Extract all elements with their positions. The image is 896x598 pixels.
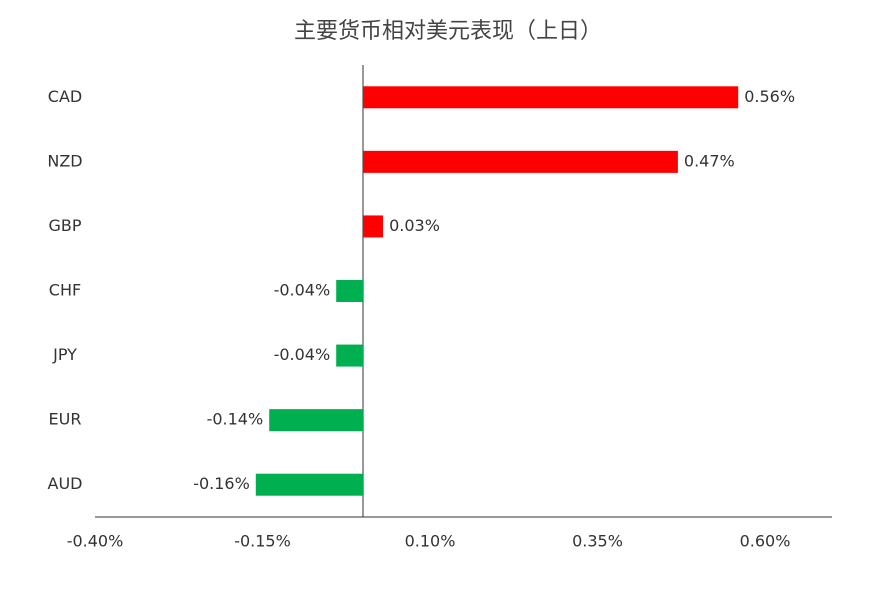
data-label: 0.47%	[684, 151, 735, 170]
data-label: -0.04%	[274, 281, 331, 300]
y-tick-label: EUR	[49, 410, 82, 429]
data-label: -0.04%	[274, 345, 331, 364]
bar	[363, 150, 678, 173]
y-tick-label: CHF	[49, 281, 81, 300]
y-tick-label: GBP	[48, 216, 81, 235]
data-label: -0.14%	[207, 410, 264, 429]
x-tick-label: 0.10%	[405, 532, 456, 551]
bar	[269, 409, 363, 432]
bar	[336, 344, 363, 367]
y-tick-label: CAD	[48, 87, 82, 106]
bar	[363, 215, 384, 238]
bar	[255, 473, 363, 496]
x-tick-label: -0.15%	[234, 532, 291, 551]
bar	[336, 280, 363, 302]
x-tick-label: 0.60%	[740, 532, 791, 551]
data-label: -0.16%	[193, 474, 250, 493]
y-tick-label: JPY	[52, 345, 77, 364]
data-label: 0.56%	[744, 87, 795, 106]
chart-title: 主要货币相对美元表现（上日）	[294, 19, 602, 44]
bar	[363, 86, 739, 109]
x-tick-label: -0.40%	[67, 532, 124, 551]
data-label: 0.03%	[389, 216, 440, 235]
y-tick-label: AUD	[48, 474, 83, 493]
y-tick-label: NZD	[47, 151, 82, 170]
x-tick-label: 0.35%	[572, 532, 623, 551]
